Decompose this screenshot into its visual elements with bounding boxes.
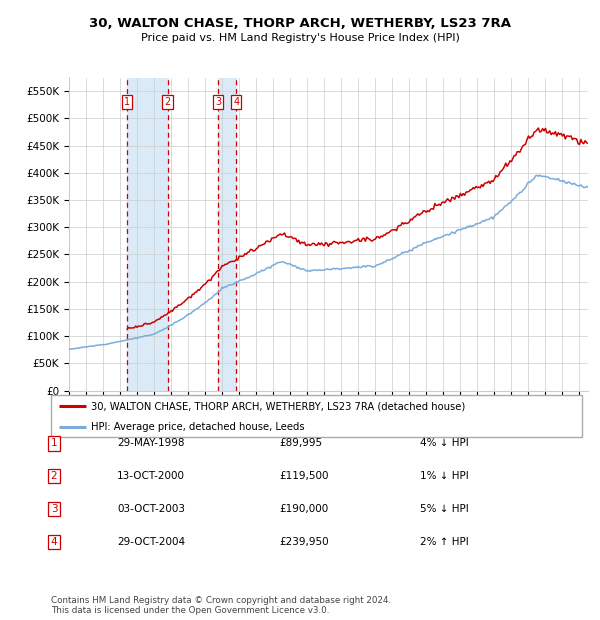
- Text: £89,995: £89,995: [279, 438, 322, 448]
- Text: 03-OCT-2003: 03-OCT-2003: [117, 504, 185, 514]
- Bar: [127, 78, 167, 391]
- Text: 5% ↓ HPI: 5% ↓ HPI: [420, 504, 469, 514]
- Text: 4: 4: [50, 537, 58, 547]
- Text: 30, WALTON CHASE, THORP ARCH, WETHERBY, LS23 7RA (detached house): 30, WALTON CHASE, THORP ARCH, WETHERBY, …: [91, 401, 465, 411]
- Text: 4% ↓ HPI: 4% ↓ HPI: [420, 438, 469, 448]
- Text: 2: 2: [164, 97, 170, 107]
- Text: £119,500: £119,500: [279, 471, 329, 481]
- Bar: [218, 78, 236, 391]
- Text: 29-OCT-2004: 29-OCT-2004: [117, 537, 185, 547]
- Text: 2% ↑ HPI: 2% ↑ HPI: [420, 537, 469, 547]
- Text: 13-OCT-2000: 13-OCT-2000: [117, 471, 185, 481]
- Text: 4: 4: [233, 97, 239, 107]
- Text: 30, WALTON CHASE, THORP ARCH, WETHERBY, LS23 7RA: 30, WALTON CHASE, THORP ARCH, WETHERBY, …: [89, 17, 511, 30]
- Text: 1% ↓ HPI: 1% ↓ HPI: [420, 471, 469, 481]
- Text: 3: 3: [215, 97, 221, 107]
- Text: 1: 1: [124, 97, 130, 107]
- Text: 3: 3: [50, 504, 58, 514]
- Text: Contains HM Land Registry data © Crown copyright and database right 2024.
This d: Contains HM Land Registry data © Crown c…: [51, 596, 391, 615]
- Text: 29-MAY-1998: 29-MAY-1998: [117, 438, 185, 448]
- Text: £239,950: £239,950: [279, 537, 329, 547]
- Text: HPI: Average price, detached house, Leeds: HPI: Average price, detached house, Leed…: [91, 422, 304, 432]
- Text: 1: 1: [50, 438, 58, 448]
- Text: £190,000: £190,000: [279, 504, 328, 514]
- Text: Price paid vs. HM Land Registry's House Price Index (HPI): Price paid vs. HM Land Registry's House …: [140, 33, 460, 43]
- Text: 2: 2: [50, 471, 58, 481]
